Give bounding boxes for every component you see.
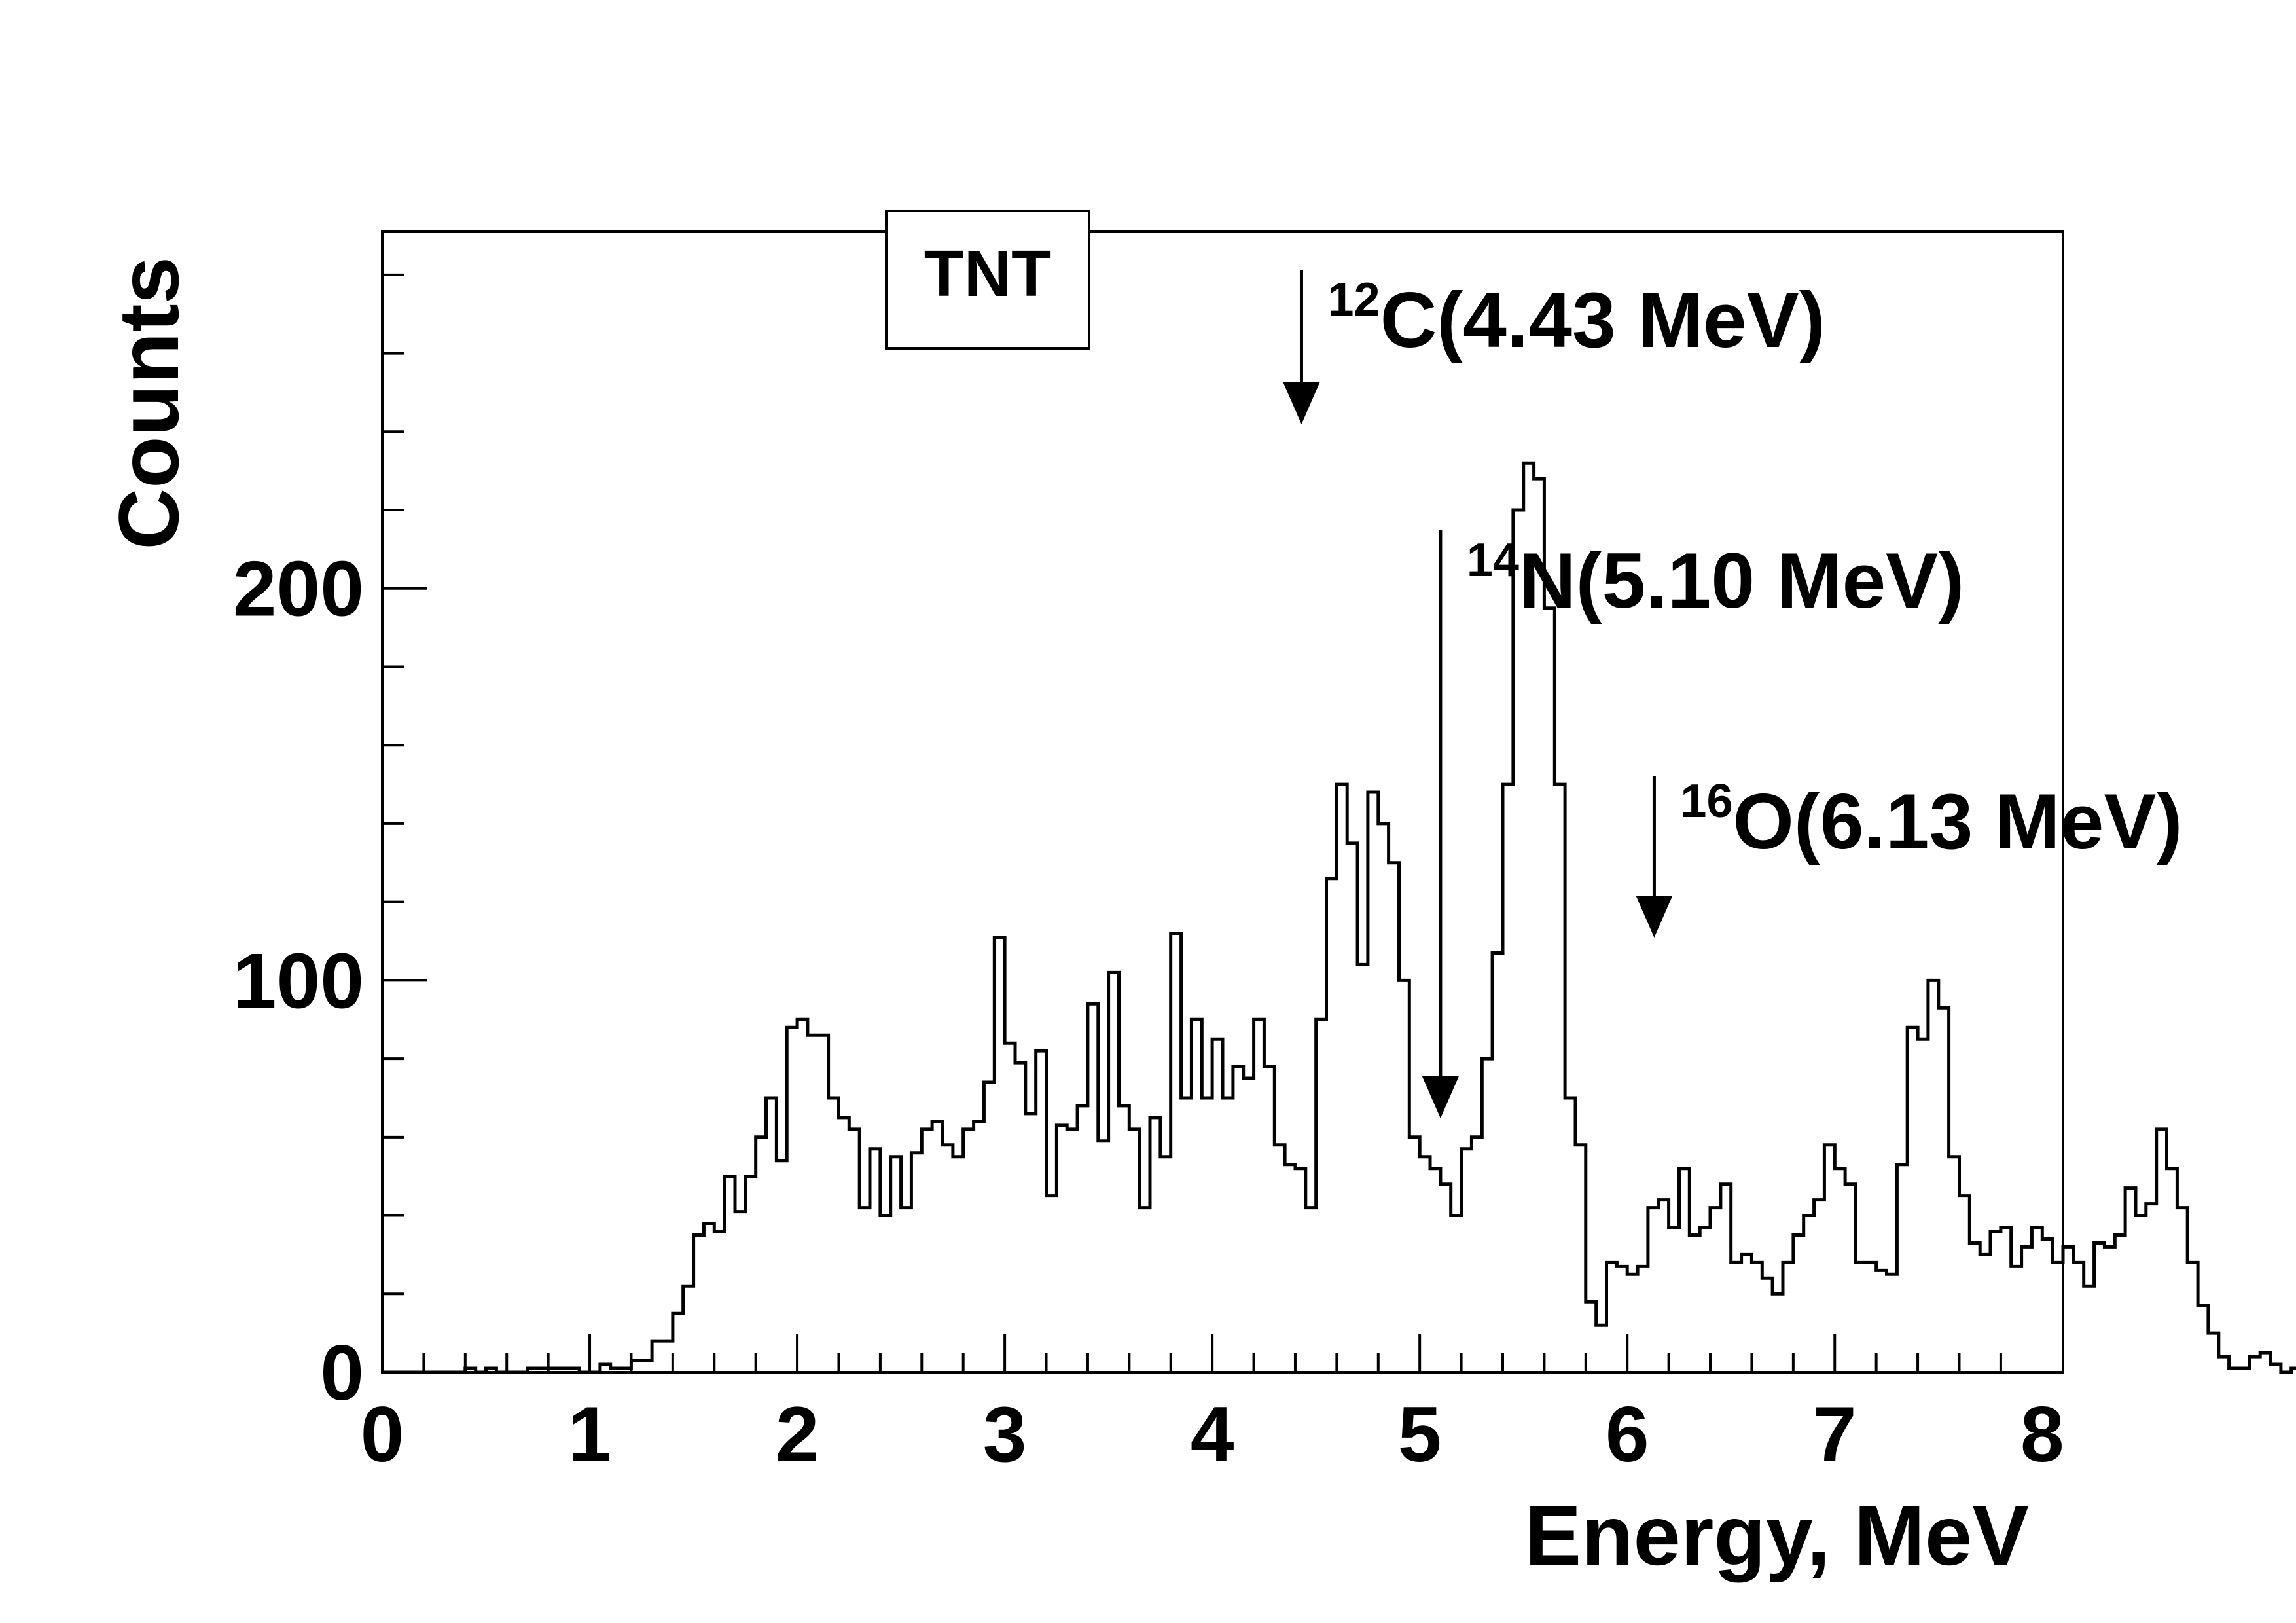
x-tick-label: 5 — [1398, 1391, 1442, 1478]
x-tick-label: 3 — [983, 1391, 1027, 1478]
x-tick-label: 0 — [361, 1391, 404, 1478]
histogram-line — [382, 461, 2296, 1374]
x-tick-label: 6 — [1605, 1391, 1649, 1478]
annotation-label: 16O(6.13 MeV) — [1680, 775, 2182, 866]
y-axis-label: Counts — [101, 257, 196, 550]
peak-annotations: 12C(4.43 MeV) 14N(5.10 MeV) 16O(6.13 MeV) — [1283, 270, 2182, 1118]
annotation-text: C(4.43 MeV) — [1380, 276, 1825, 364]
x-tick-label: 8 — [2020, 1391, 2064, 1478]
annotation-arrow-head — [1636, 896, 1673, 938]
annotation-text: N(5.10 MeV) — [1519, 537, 1964, 625]
annotation-arrow-head — [1422, 1076, 1459, 1118]
x-tick-label: 4 — [1191, 1391, 1234, 1478]
plot-frame — [381, 230, 2064, 1374]
peak-annotation: 16O(6.13 MeV) — [1636, 775, 2182, 938]
y-tick-label: 0 — [320, 1329, 364, 1417]
y-axis-ticks: 0 100 200 — [233, 273, 427, 1417]
annotation-text: O(6.13 MeV) — [1733, 778, 2183, 866]
x-axis-label: Energy, MeV — [1524, 1487, 2029, 1583]
annotation-label: 12C(4.43 MeV) — [1327, 274, 1825, 364]
annotation-isotope-mass: 14 — [1467, 534, 1519, 587]
peak-annotation: 12C(4.43 MeV) — [1283, 270, 1825, 424]
x-tick-label: 7 — [1813, 1391, 1857, 1478]
x-axis-ticks: 0 1 2 3 4 5 6 7 8 — [361, 1334, 2064, 1478]
legend-frame — [885, 210, 1090, 350]
annotation-isotope-mass: 12 — [1327, 274, 1380, 326]
annotation-label: 14N(5.10 MeV) — [1467, 534, 1964, 625]
peak-annotation: 14N(5.10 MeV) — [1422, 530, 1964, 1118]
legend-label: TNT — [924, 237, 1051, 310]
annotation-isotope-mass: 16 — [1680, 775, 1732, 828]
x-tick-label: 2 — [776, 1391, 819, 1478]
legend-box: TNT — [885, 210, 1090, 350]
y-tick-label: 200 — [233, 545, 364, 633]
x-tick-label: 1 — [568, 1391, 612, 1478]
y-tick-label: 100 — [233, 937, 364, 1025]
annotation-arrow-head — [1283, 382, 1320, 424]
